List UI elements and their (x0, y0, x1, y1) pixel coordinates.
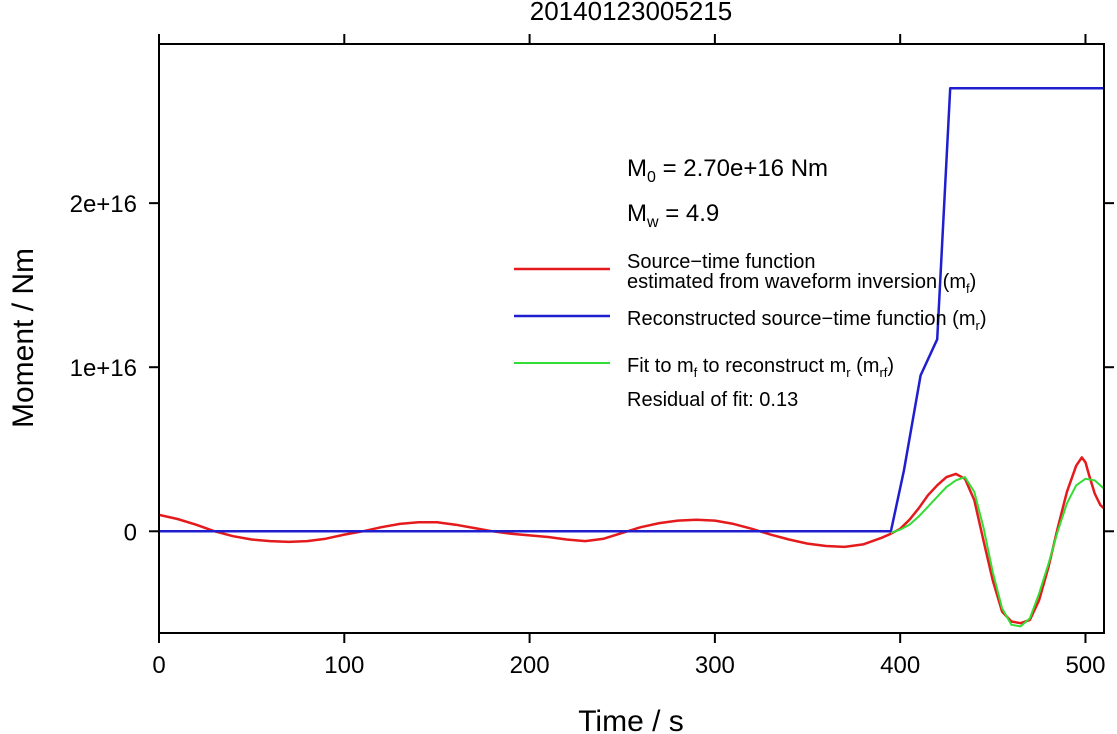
mw-subscript: w (646, 214, 659, 231)
x-tick-label: 400 (880, 652, 920, 679)
legend: Source−time function estimated from wave… (514, 251, 987, 380)
plot-frame (158, 43, 1105, 634)
annotations: M0 = 2.70e+16 Nm Mw = 4.9 Residual of fi… (627, 155, 828, 411)
legend-label-source-time-function-line1: Source−time function (627, 251, 815, 273)
legend-label-reconstructed: Reconstructed source−time function (mr) (627, 308, 987, 333)
mw-symbol: M (627, 200, 647, 227)
legend-label-source-time-function-line2: estimated from waveform inversion (mf) (627, 271, 976, 296)
x-axis-label: Time / s (578, 705, 684, 734)
m0-value: = 2.70e+16 Nm (656, 155, 828, 182)
x-tick-label: 200 (510, 652, 550, 679)
series-reconstructed-line (159, 87, 1104, 533)
chart-title: 20140123005215 (530, 0, 732, 26)
legend-label-fit: Fit to mf to reconstruct mr (mrf) (627, 355, 894, 380)
mw-value: = 4.9 (659, 200, 720, 227)
y-tick-label: 2e+16 (70, 191, 137, 218)
x-tick-label: 100 (324, 652, 364, 679)
m0-subscript: 0 (647, 169, 656, 186)
y-tick-label: 0 (124, 519, 137, 546)
x-tick-label: 0 (152, 652, 165, 679)
series-fit-line (890, 476, 1104, 628)
series-source-time-function-line (159, 456, 1104, 625)
moment-magnitude-annotation: Mw = 4.9 (627, 200, 719, 231)
plot-area (159, 87, 1104, 628)
m0-symbol: M (627, 155, 647, 182)
x-tick-label: 500 (1065, 652, 1105, 679)
y-tick-label: 1e+16 (70, 355, 137, 382)
axes: 0 100 200 300 400 500 0 1e+16 2e+16 (70, 34, 1114, 679)
residual-annotation: Residual of fit: 0.13 (627, 389, 798, 411)
seismic-moment-annotation: M0 = 2.70e+16 Nm (627, 155, 828, 186)
x-tick-label: 300 (695, 652, 735, 679)
y-axis-label: Moment / Nm (7, 248, 40, 428)
